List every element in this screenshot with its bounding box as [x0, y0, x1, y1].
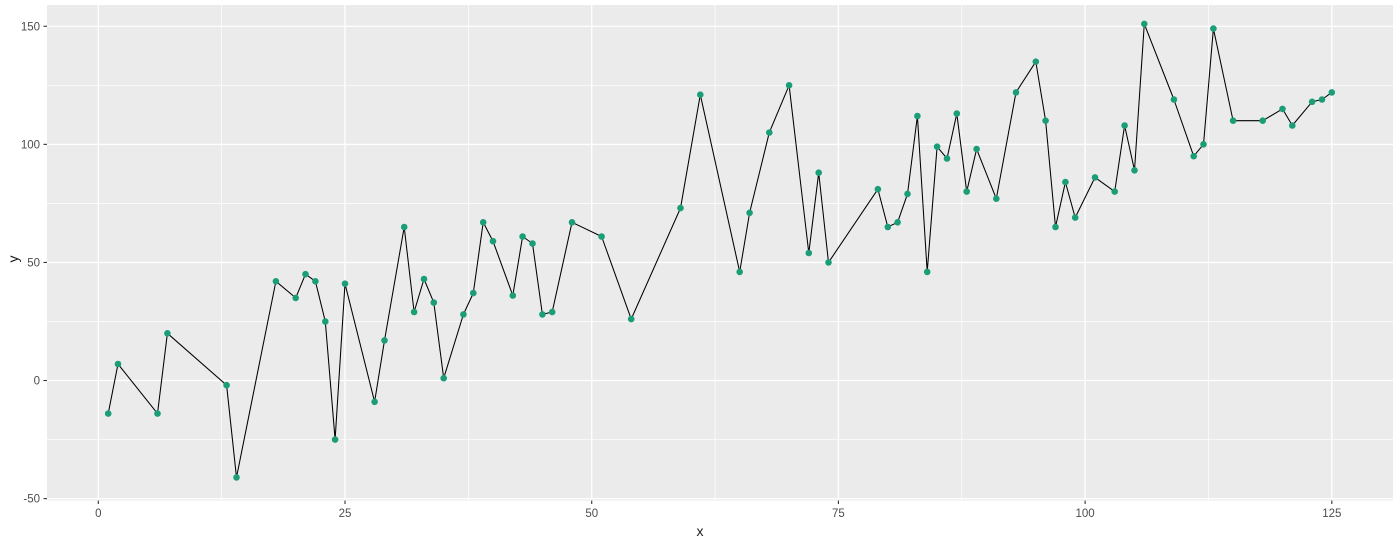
data-point [884, 223, 892, 231]
data-point [1111, 188, 1118, 195]
data-point [1259, 117, 1266, 124]
data-point [904, 190, 911, 198]
data-point [292, 294, 300, 302]
data-point [272, 278, 280, 285]
data-point [1210, 25, 1217, 32]
data-point [746, 209, 753, 217]
data-point [331, 436, 339, 443]
data-point [766, 129, 773, 136]
data-point [1052, 223, 1059, 231]
y-tick-label: 50 [27, 257, 40, 269]
data-point [1091, 174, 1099, 181]
data-point [627, 315, 635, 323]
data-point [1308, 98, 1316, 106]
data-point [973, 145, 980, 153]
y-tick-label: -50 [23, 494, 40, 506]
data-point [1229, 117, 1237, 124]
x-axis-title: x [696, 523, 704, 539]
data-point [825, 259, 832, 266]
x-tick-label: 125 [1322, 508, 1341, 520]
data-point [894, 219, 901, 226]
y-axis-title: y [5, 255, 21, 263]
data-point [953, 110, 961, 117]
data-point [993, 195, 1000, 202]
data-point [104, 410, 112, 417]
data-point [479, 219, 487, 226]
data-point [1121, 122, 1128, 129]
data-point [1071, 214, 1079, 221]
data-point [697, 91, 704, 98]
data-point [923, 268, 931, 276]
data-point [677, 204, 684, 212]
data-point [1279, 105, 1286, 113]
data-point [1032, 58, 1040, 65]
data-point [1012, 89, 1020, 96]
data-point [874, 185, 882, 193]
data-point [114, 360, 122, 368]
data-point [381, 337, 388, 344]
data-point [154, 410, 161, 417]
data-point [302, 270, 309, 278]
x-tick-label: 100 [1076, 508, 1095, 520]
x-tick-label: 50 [585, 508, 598, 520]
data-point [963, 188, 970, 195]
y-tick-label: 0 [34, 376, 40, 388]
data-point [509, 292, 517, 299]
data-point [548, 308, 556, 316]
data-point [933, 143, 941, 150]
data-point [1141, 20, 1148, 28]
data-point [1170, 96, 1178, 103]
data-point [489, 237, 497, 245]
x-tick-label: 75 [832, 508, 845, 520]
y-tick-label: 100 [21, 139, 40, 151]
data-point [341, 280, 349, 288]
x-tick-label: 25 [339, 508, 352, 520]
data-point [1200, 141, 1207, 148]
data-point [470, 289, 477, 297]
data-point [598, 233, 605, 240]
data-point [223, 381, 230, 389]
data-point [914, 112, 921, 120]
data-point [420, 275, 428, 283]
data-point [815, 169, 822, 176]
data-point [539, 311, 546, 318]
data-point [1289, 122, 1296, 129]
data-point [440, 374, 448, 382]
data-point [736, 268, 743, 276]
y-tick-label: 150 [21, 21, 40, 33]
data-point [1042, 117, 1049, 124]
data-point [1190, 152, 1197, 160]
data-point [1131, 167, 1138, 174]
data-point [943, 155, 951, 162]
data-point [1318, 96, 1326, 103]
data-point [233, 474, 240, 481]
data-point [1062, 178, 1069, 186]
data-point [410, 308, 418, 316]
data-point [1328, 89, 1336, 96]
data-point [568, 219, 576, 226]
data-point [164, 330, 171, 337]
data-point [400, 223, 408, 231]
data-point [519, 233, 526, 240]
data-point [785, 82, 793, 89]
data-point [529, 240, 536, 247]
data-point [322, 318, 329, 325]
data-point [430, 299, 438, 306]
data-point [312, 278, 319, 285]
x-tick-label: 0 [95, 508, 101, 520]
data-point [805, 249, 813, 257]
data-point [460, 311, 467, 318]
data-point [371, 398, 378, 406]
plot-panel [47, 5, 1393, 501]
